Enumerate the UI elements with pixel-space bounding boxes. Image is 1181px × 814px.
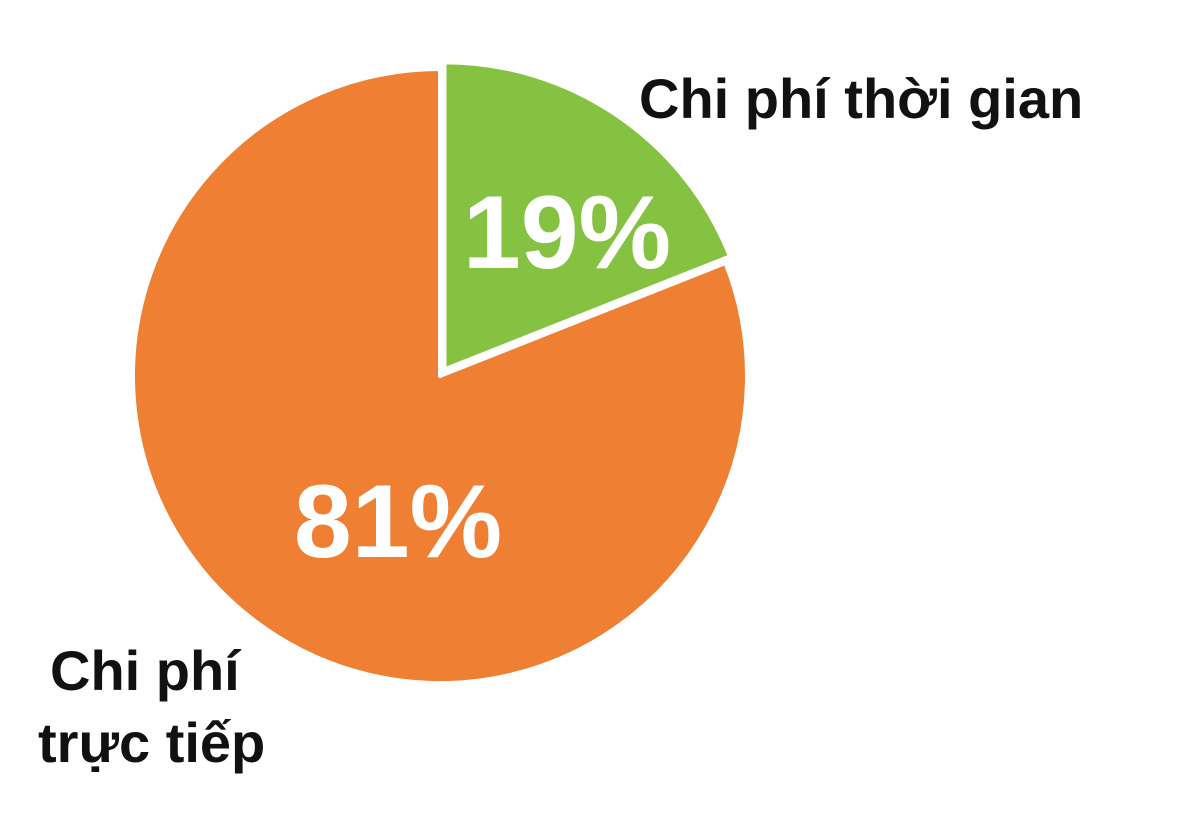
- slice-category-label-direct-cost-line1: Chi phí: [50, 639, 242, 702]
- slice-value-label-time-cost: 19%: [463, 175, 671, 291]
- slice-category-label-direct-cost-line2: trực tiếp: [38, 711, 265, 774]
- pie-slice-direct-cost: [131, 67, 749, 685]
- slice-category-label-time-cost: Chi phí thời gian: [639, 67, 1083, 130]
- pie-slices: [131, 60, 749, 685]
- slice-value-label-direct-cost: 81%: [294, 464, 502, 580]
- pie-slice-time-cost: [442, 60, 732, 372]
